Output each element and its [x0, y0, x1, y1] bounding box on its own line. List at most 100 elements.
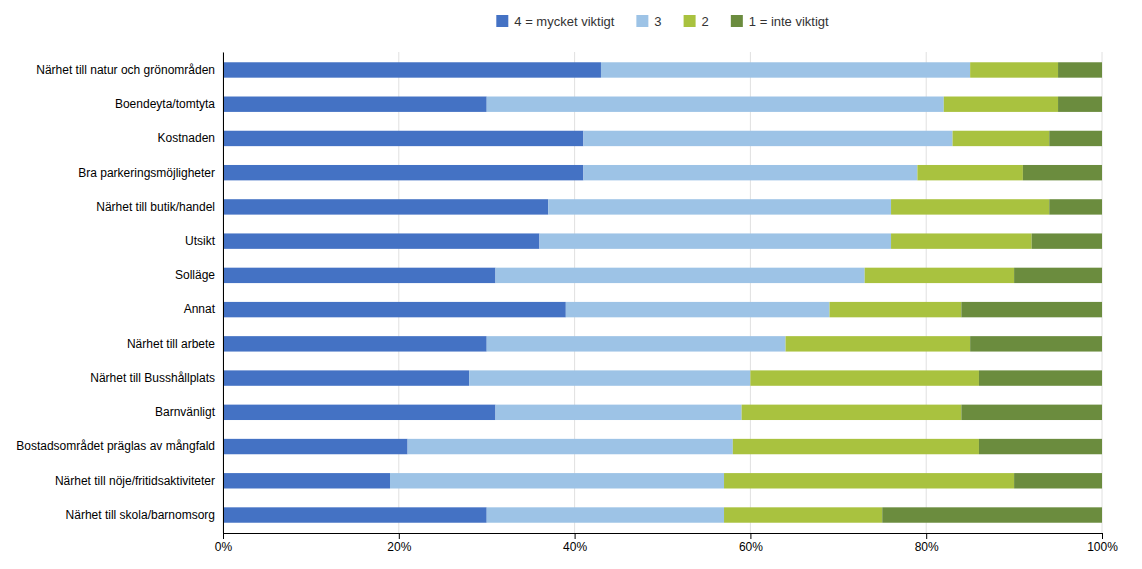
legend-item: 1 = inte viktigt — [731, 14, 829, 29]
x-tick-label: 100% — [1087, 540, 1118, 554]
bar — [1014, 473, 1102, 488]
category-label: Kostnaden — [158, 131, 215, 145]
category-label: Närhet till skola/barnomsorg — [66, 508, 215, 522]
bar — [882, 507, 1102, 522]
x-tick: 20% — [387, 533, 411, 554]
bar — [1049, 131, 1102, 146]
y-tick: Närhet till natur och grönområden — [36, 63, 215, 77]
bar — [1023, 165, 1102, 180]
x-tick-mark — [750, 533, 751, 539]
legend-swatch — [731, 15, 743, 27]
bar — [865, 268, 1014, 283]
y-tick: Närhet till Busshållplats — [90, 371, 215, 385]
bar — [970, 336, 1102, 351]
bar — [223, 405, 495, 420]
x-tick: 80% — [915, 533, 939, 554]
bar — [487, 336, 786, 351]
legend-label: 1 = inte viktigt — [749, 14, 829, 29]
bar — [495, 405, 741, 420]
bar — [953, 131, 1050, 146]
x-tick-mark — [575, 533, 576, 539]
bar — [223, 302, 566, 317]
x-tick-label: 40% — [563, 540, 587, 554]
bar — [724, 473, 1014, 488]
x-tick: 60% — [739, 533, 763, 554]
grid-line — [574, 52, 575, 533]
bar — [970, 62, 1058, 77]
x-tick: 40% — [563, 533, 587, 554]
bar — [408, 439, 733, 454]
x-tick-label: 0% — [215, 540, 233, 554]
x-tick-mark — [223, 533, 224, 539]
legend-item: 4 = mycket viktigt — [496, 14, 614, 29]
bar — [724, 507, 882, 522]
y-tick: Kostnaden — [158, 131, 215, 145]
bar — [223, 268, 495, 283]
category-label: Solläge — [175, 268, 215, 282]
bar — [733, 439, 979, 454]
grid-line — [1102, 52, 1103, 533]
x-tick-label: 60% — [739, 540, 763, 554]
bar — [961, 405, 1102, 420]
bar — [223, 370, 469, 385]
bar — [223, 336, 487, 351]
bar — [495, 268, 864, 283]
bar — [469, 370, 750, 385]
legend-swatch — [496, 15, 508, 27]
bar — [1014, 268, 1102, 283]
y-tick: Närhet till nöje/fritidsaktiviteter — [55, 474, 215, 488]
bar — [223, 165, 583, 180]
category-label: Närhet till butik/handel — [96, 200, 215, 214]
grid-line — [398, 52, 399, 533]
x-tick-label: 20% — [387, 540, 411, 554]
plot: 0% 20% 40% 60% 80% 100% Närhet till natur och … — [16, 52, 1118, 554]
bar — [487, 507, 724, 522]
bar — [487, 97, 944, 112]
bar — [583, 165, 917, 180]
x-tick-mark — [926, 533, 927, 539]
x-tick: 100% — [1087, 533, 1118, 554]
y-tick: Närhet till skola/barnomsorg — [66, 508, 215, 522]
bar — [1032, 233, 1102, 248]
legend-label: 3 — [654, 14, 661, 29]
y-axis-line — [223, 53, 224, 534]
bar — [830, 302, 962, 317]
grid-line — [926, 52, 927, 533]
legend-label: 4 = mycket viktigt — [514, 14, 614, 29]
bar — [891, 199, 1049, 214]
bar — [979, 370, 1102, 385]
legend-item: 2 — [684, 14, 709, 29]
bar — [583, 131, 952, 146]
x-tick: 0% — [215, 533, 233, 554]
bar — [223, 507, 487, 522]
legend-swatch — [636, 15, 648, 27]
bar — [223, 233, 539, 248]
bar — [1049, 199, 1102, 214]
legend: 4 = mycket viktigt 3 2 1 = inte viktigt — [496, 14, 829, 29]
grid-line — [223, 52, 224, 533]
bar — [961, 302, 1102, 317]
legend-swatch — [684, 15, 696, 27]
bars — [223, 62, 1102, 522]
grid — [223, 52, 1102, 533]
grid-line — [750, 52, 751, 533]
category-label: Närhet till arbete — [127, 337, 215, 351]
category-label: Närhet till natur och grönområden — [36, 63, 215, 77]
bar — [601, 62, 970, 77]
y-tick: Barnvänligt — [155, 405, 216, 419]
category-label: Barnvänligt — [155, 405, 216, 419]
category-label: Annat — [184, 302, 216, 316]
bar — [223, 62, 601, 77]
chart: 0% 20% 40% 60% 80% 100% Närhet till natur och … — [0, 0, 1142, 569]
bar — [223, 439, 408, 454]
y-tick: Bra parkeringsmöjligheter — [78, 166, 215, 180]
bar — [390, 473, 724, 488]
bar — [223, 97, 487, 112]
y-axis: Närhet till natur och grönområdenBoendey… — [16, 53, 223, 534]
series — [882, 62, 1102, 522]
y-tick: Annat — [184, 302, 216, 316]
bar — [223, 473, 390, 488]
x-tick-label: 80% — [915, 540, 939, 554]
category-label: Närhet till nöje/fritidsaktiviteter — [55, 474, 215, 488]
bar — [566, 302, 830, 317]
